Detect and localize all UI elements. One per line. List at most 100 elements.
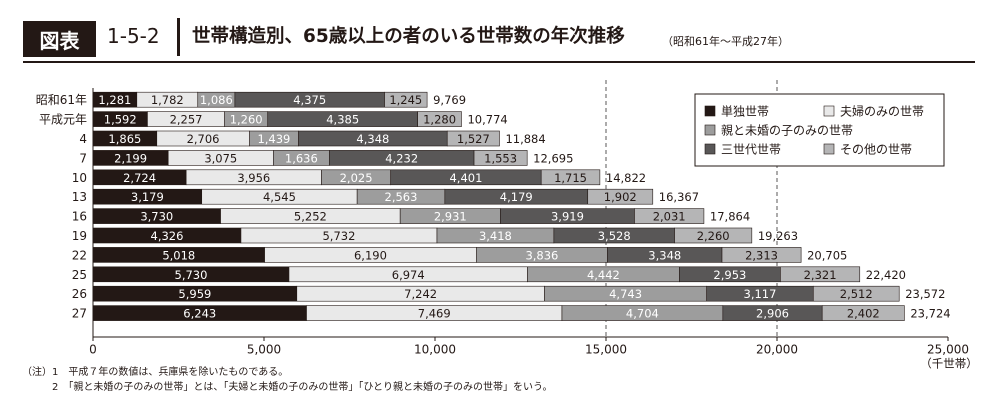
- segment-label: 3,730: [140, 210, 173, 224]
- category-label: 25: [72, 268, 87, 282]
- segment-label: 1,865: [108, 132, 141, 146]
- x-tick-label: 15,000: [585, 343, 627, 357]
- bar-segment: [674, 227, 753, 244]
- segment-label: 6,974: [392, 268, 425, 282]
- segment-label: 1,782: [151, 93, 184, 107]
- category-label: 10: [72, 171, 87, 185]
- segment-label: 3,528: [598, 229, 631, 243]
- x-tick-label: 25,000: [927, 343, 969, 357]
- x-tick-label: 20,000: [756, 343, 798, 357]
- segment-label: 5,252: [294, 210, 327, 224]
- segment-label: 2,313: [745, 248, 778, 262]
- x-tick-label: 10,000: [414, 343, 456, 357]
- segment-label: 2,025: [340, 171, 373, 185]
- segment-label: 2,321: [804, 268, 837, 282]
- bar-segment: [384, 91, 428, 108]
- legend-label: 三世代世帯: [721, 143, 781, 157]
- category-label: 27: [72, 307, 87, 321]
- segment-label: 1,553: [484, 151, 517, 165]
- segment-label: 2,402: [847, 307, 880, 321]
- x-tick-label: 0: [89, 343, 97, 357]
- segment-label: 1,592: [104, 113, 137, 127]
- legend-swatch: [704, 124, 716, 136]
- segment-label: 2,931: [434, 210, 467, 224]
- x-tick-label: 5,000: [247, 343, 281, 357]
- total-label: 17,864: [710, 210, 750, 224]
- title-rule: [23, 61, 975, 63]
- segment-label: 3,348: [648, 248, 681, 262]
- chart-title: 世帯構造別、65歳以上の者のいる世帯数の年次推移: [192, 26, 625, 47]
- segment-label: 1,439: [257, 132, 290, 146]
- segment-label: 7,242: [404, 287, 437, 301]
- segment-label: 4,179: [500, 190, 533, 204]
- segment-label: 4,401: [449, 171, 482, 185]
- segment-label: 2,260: [697, 229, 730, 243]
- category-label: 4: [79, 132, 87, 146]
- segment-label: 4,348: [356, 132, 389, 146]
- category-label: 26: [72, 287, 87, 301]
- segment-label: 4,375: [293, 93, 326, 107]
- total-label: 22,420: [866, 268, 906, 282]
- segment-label: 4,326: [151, 229, 184, 243]
- category-label: 昭和61年: [36, 93, 87, 107]
- bar-segment: [540, 169, 601, 186]
- segment-label: 6,190: [354, 248, 387, 262]
- segment-label: 1,527: [457, 132, 490, 146]
- total-label: 20,705: [807, 248, 847, 262]
- legend-label: その他の世帯: [840, 143, 912, 157]
- legend-label: 夫婦のみの世帯: [840, 104, 924, 119]
- category-label: 16: [72, 210, 87, 224]
- category-label: 平成元年: [39, 113, 87, 127]
- bar-segment: [587, 188, 654, 205]
- segment-label: 4,442: [587, 268, 620, 282]
- segment-label: 3,117: [744, 287, 777, 301]
- segment-label: 2,906: [756, 307, 789, 321]
- segment-label: 3,418: [479, 229, 512, 243]
- legend-box: [694, 93, 945, 167]
- category-label: 19: [72, 229, 87, 243]
- segment-label: 1,280: [423, 113, 456, 127]
- segment-label: 5,959: [178, 287, 211, 301]
- segment-label: 5,732: [322, 229, 355, 243]
- segment-label: 4,545: [263, 190, 296, 204]
- total-label: 23,724: [910, 307, 950, 321]
- segment-label: 4,385: [326, 113, 359, 127]
- segment-label: 2,199: [114, 151, 147, 165]
- bar-segment: [417, 111, 462, 127]
- total-label: 11,884: [505, 132, 545, 146]
- legend-label: 単独世帯: [721, 105, 769, 119]
- segment-label: 3,919: [551, 210, 584, 224]
- total-label: 16,367: [659, 190, 699, 204]
- segment-label: 2,724: [123, 171, 156, 185]
- figure-badge: 図表: [23, 21, 96, 57]
- bar-segment: [812, 285, 900, 302]
- segment-label: 3,179: [131, 190, 164, 204]
- segment-label: 1,260: [230, 113, 263, 127]
- segment-label: 4,704: [626, 307, 659, 321]
- segment-label: 1,245: [389, 93, 422, 107]
- segment-label: 4,232: [385, 151, 418, 165]
- segment-label: 1,281: [98, 93, 131, 107]
- total-label: 12,695: [533, 151, 573, 165]
- title-divider: [177, 18, 180, 56]
- footnote-2: 2 「親と未婚の子のみの世帯」とは、「夫婦と未婚の子のみの世帯」「ひとり親と未婚…: [22, 382, 553, 393]
- legend-swatch: [704, 105, 716, 117]
- total-label: 9,769: [433, 93, 466, 107]
- chart-period: （昭和61年〜平成27年）: [662, 35, 789, 48]
- total-label: 23,572: [905, 287, 945, 301]
- segment-label: 1,086: [200, 93, 233, 107]
- bar-segment: [721, 247, 802, 263]
- legend-label: 親と未婚の子のみの世帯: [721, 124, 853, 138]
- figure-number: 1-5-2: [107, 24, 160, 48]
- category-label: 7: [79, 151, 87, 165]
- category-label: 13: [72, 190, 87, 204]
- total-label: 10,774: [467, 113, 507, 127]
- bar-segment: [473, 150, 528, 166]
- segment-label: 5,018: [162, 248, 195, 262]
- segment-label: 5,730: [175, 268, 208, 282]
- legend-swatch: [823, 105, 835, 117]
- bar-segment: [780, 266, 861, 283]
- x-unit-label: （千世帯）: [920, 357, 978, 371]
- total-label: 19,263: [758, 229, 798, 243]
